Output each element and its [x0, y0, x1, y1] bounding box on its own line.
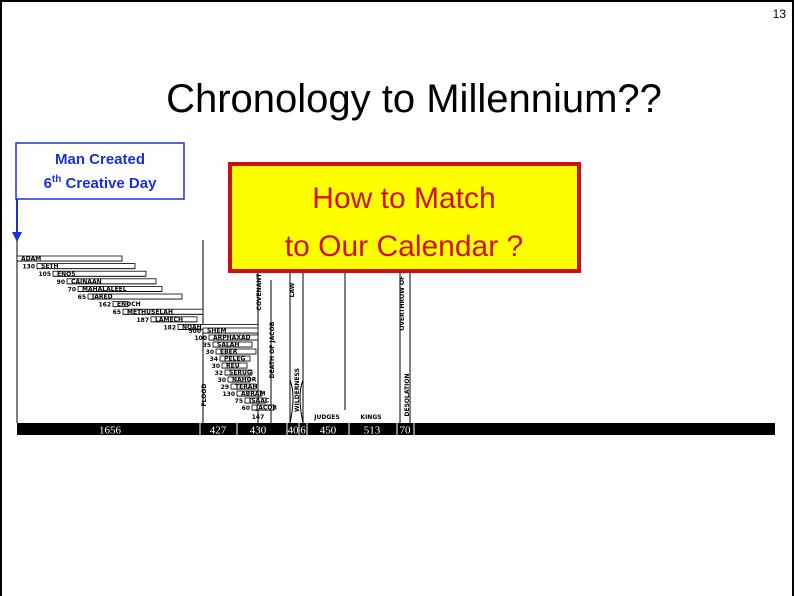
gen-name: ENOCH [117, 301, 141, 308]
gen-bar [36, 263, 136, 270]
gen-name: ENOS [57, 271, 76, 278]
gen-offset: 32 [215, 370, 223, 377]
gen-bar [66, 278, 157, 285]
gen-bar [52, 270, 147, 277]
gen-offset: 90 [57, 279, 65, 286]
gen-name: JACOB [255, 405, 277, 412]
gen-bar [221, 362, 248, 369]
gen-name: REU [226, 363, 240, 370]
gen-offset: 100 [194, 335, 207, 342]
gen-offset: 65 [78, 294, 86, 301]
gen-offset: 187 [136, 317, 149, 324]
timeline-number: 40 [288, 425, 300, 437]
timeline-number: 513 [364, 425, 381, 437]
gen-name: JARED [91, 294, 113, 301]
gen-bar [224, 369, 253, 376]
gen-name: SHEM [207, 328, 226, 335]
gen-offset: 65 [113, 309, 121, 316]
gen-offset: 30 [206, 349, 214, 356]
question-line: How to Match [312, 182, 495, 215]
callout-sup: th [52, 174, 61, 185]
gen-offset: 75 [235, 398, 243, 405]
gen-name: NAHOR [232, 377, 257, 384]
gen-bar [236, 390, 263, 397]
callout-line: 6th Creative Day [44, 174, 158, 192]
gen-offset: 34 [210, 356, 218, 363]
event-label: DESOLATION [404, 374, 411, 417]
gen-bar [215, 348, 257, 355]
event-label: COVENANT [256, 273, 263, 311]
gen-name: EBER [220, 349, 238, 356]
callout-text: 6 [44, 175, 52, 192]
event-label: WILDERNESS [294, 368, 301, 412]
gen-bar [251, 404, 275, 411]
gen-bar [230, 383, 257, 390]
gen-bar [122, 308, 204, 315]
gen-bar [16, 255, 123, 262]
gen-offset: 29 [221, 384, 229, 391]
gen-bar [208, 334, 259, 341]
gen-offset: 35 [203, 342, 211, 349]
gen-bar [212, 341, 253, 348]
gen-name: CAINAAN [71, 278, 102, 285]
question-box [228, 162, 581, 273]
gen-offset: 130 [222, 391, 235, 398]
callout-line: Man Created [55, 151, 145, 168]
callout-box [15, 142, 185, 200]
gen-name: METHUSELAH [127, 309, 173, 316]
title: Chronology to Millennium?? [166, 77, 662, 121]
gen-bar [112, 301, 129, 308]
period-label: JUDGES [313, 414, 339, 421]
gen-name: TERAH [235, 384, 257, 391]
event-label: LAW [289, 282, 296, 297]
question-line: to Our Calendar ? [285, 230, 523, 263]
gen-bar [219, 355, 251, 362]
gen-offset: 70 [68, 286, 76, 293]
hourglass [289, 379, 304, 424]
gen-name: ISAAC [249, 398, 270, 405]
event-label: FLOOD [201, 384, 208, 407]
gen-offset: 105 [38, 271, 51, 278]
gen-bar [227, 376, 251, 383]
event-label: DEATH OF JACOB [269, 321, 276, 378]
timeline-number: 430 [250, 425, 267, 437]
gen-offset: 182 [163, 324, 176, 331]
gen-name: SERUG [229, 370, 252, 377]
gen-name: NOAH [182, 324, 202, 331]
gen-bar [87, 293, 183, 300]
gen-offset: 162 [98, 302, 111, 309]
gen-offset: 30 [212, 363, 220, 370]
gen-bar [202, 327, 259, 334]
gen-bar [244, 397, 267, 404]
gen-name: PELEG [224, 356, 245, 363]
timeline-number: 427 [210, 425, 227, 437]
page-number: 13 [773, 7, 787, 21]
gen-name: SETH [41, 263, 59, 270]
gen-name: MAHALALEEL [82, 286, 127, 293]
timeline-number: 70 [400, 425, 412, 437]
gen-offset: 30 [218, 377, 226, 384]
timeline-bar [17, 423, 775, 435]
gen-bar [150, 316, 198, 323]
jacob-age: 147 [252, 414, 265, 421]
gen-name: SALAH [217, 342, 239, 349]
gen-name: ADAM [21, 256, 41, 263]
timeline-number: 1656 [99, 425, 122, 437]
timeline-number: 6 [300, 425, 306, 437]
arrow-head [12, 232, 22, 242]
gen-bar [77, 285, 163, 292]
callout-text: Creative Day [61, 175, 157, 192]
period-label: KINGS [360, 414, 381, 421]
gen-name: ABRAM [241, 391, 265, 398]
gen-offset: 60 [242, 405, 250, 412]
gen-name: ARPHAXAD [213, 335, 251, 342]
gen-offset: 130 [22, 264, 35, 271]
gen-offset: 500 [188, 328, 201, 335]
timeline-number: 450 [320, 425, 337, 437]
gen-name: LAMECH [155, 316, 183, 323]
event-label: OVERTHROW OF Z [399, 269, 406, 331]
